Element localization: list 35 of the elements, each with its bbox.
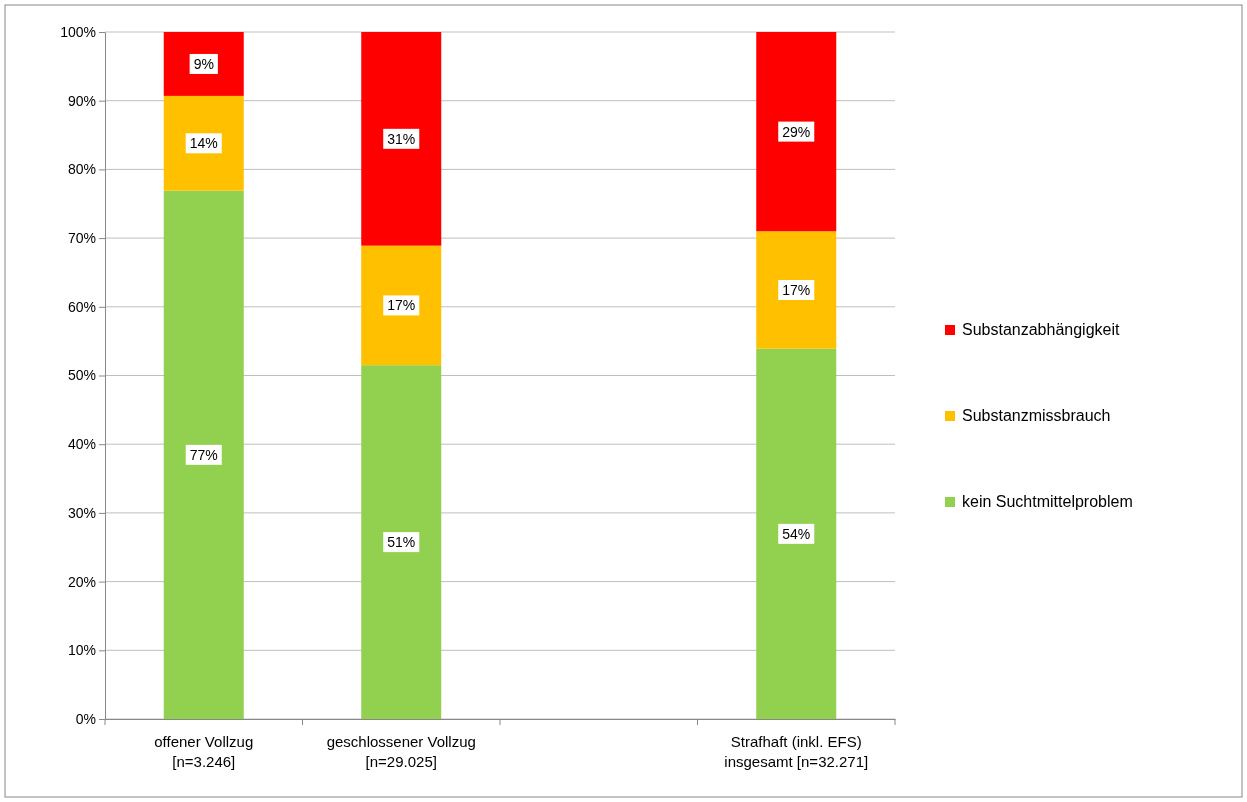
- data-label: 77%: [189, 446, 218, 463]
- bar: [756, 231, 837, 349]
- y-tick-label: 70%: [67, 230, 96, 247]
- bar: [756, 348, 837, 719]
- y-tick-label: 80%: [67, 161, 96, 178]
- y-tick-label: 30%: [67, 504, 96, 521]
- data-label: 14%: [189, 135, 218, 152]
- y-tick-label: 100%: [60, 23, 96, 40]
- data-label: 9%: [193, 55, 214, 72]
- y-tick-label: 50%: [67, 367, 96, 384]
- x-tick-label: offener Vollzug [n=3.246]: [154, 733, 254, 770]
- data-label: 29%: [782, 123, 811, 140]
- legend-label: Substanzmissbrauch: [962, 407, 1111, 424]
- bar: [163, 95, 244, 191]
- x-tick-label: geschlossener Vollzug [n=29.025]: [326, 733, 476, 770]
- data-label: 17%: [782, 281, 811, 298]
- y-tick-label: 90%: [67, 92, 96, 109]
- legend-label: kein Suchtmittelproblem: [962, 493, 1133, 510]
- y-tick-label: 40%: [67, 436, 96, 453]
- data-label: 17%: [387, 297, 416, 314]
- legend-label: Substanzabhängigkeit: [962, 321, 1121, 338]
- y-tick-label: 60%: [67, 298, 96, 315]
- data-label: 51%: [387, 534, 416, 551]
- y-tick-label: 20%: [67, 573, 96, 590]
- data-label: 31%: [387, 130, 416, 147]
- bar: [361, 245, 442, 366]
- x-tick-label: Strafhaft (inkl. EFS) insgesamt [n=32.271]: [724, 733, 869, 770]
- data-label: 54%: [782, 525, 811, 542]
- y-tick-label: 0%: [75, 710, 96, 727]
- bar: [361, 32, 442, 246]
- y-tick-label: 10%: [67, 642, 96, 659]
- bar: [361, 365, 442, 719]
- bar: [756, 32, 837, 232]
- bar: [163, 32, 244, 96]
- bar: [163, 190, 244, 719]
